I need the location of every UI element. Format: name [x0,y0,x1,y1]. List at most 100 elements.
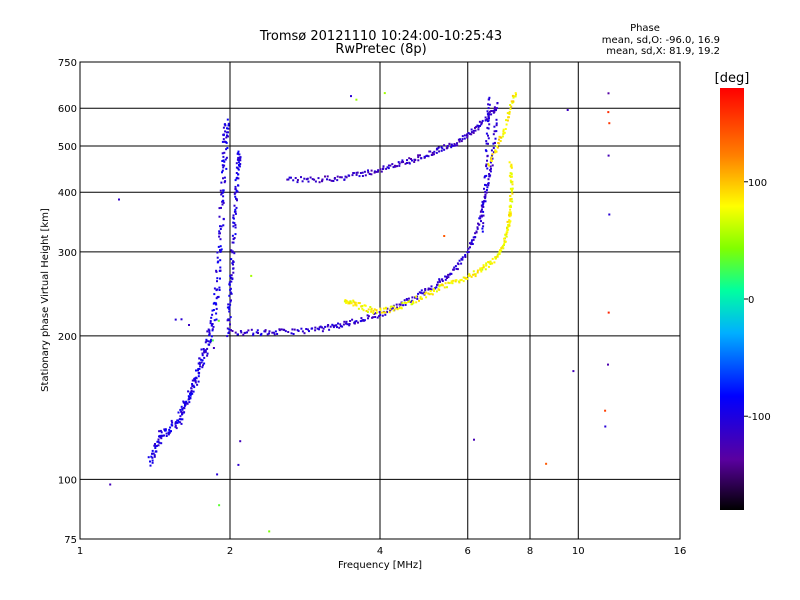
data-point-675 [492,147,495,149]
data-point-482 [331,323,334,326]
data-point-242 [220,225,223,228]
data-point-82 [179,415,182,418]
data-point-963 [351,174,354,177]
data-point-588 [444,275,447,278]
data-point-586 [441,280,444,282]
data-point-311 [228,328,231,331]
data-point-0 [149,464,152,467]
data-point-1100 [484,116,487,119]
data-point-726 [375,311,378,314]
data-point-186 [208,331,211,334]
data-point-815 [479,267,482,270]
x-tick-label-6: 16 [674,546,687,557]
data-point-166 [206,352,209,355]
data-point-192 [210,324,213,327]
data-point-1107 [489,110,491,113]
data-point-362 [234,224,237,226]
data-point-411 [237,158,240,161]
data-point-885 [508,214,510,217]
data-point-592 [447,273,450,276]
data-point-1113 [493,107,496,110]
y-tick-label-2: 200 [58,332,77,343]
data-point-667 [489,165,492,168]
data-point-932 [303,177,306,180]
data-point-861 [503,237,506,240]
data-point-1237 [604,425,607,428]
data-point-77 [181,413,183,416]
data-point-1091 [479,125,481,127]
data-point-432 [257,332,259,334]
data-point-290 [225,136,228,139]
data-point-1150 [506,119,509,122]
data-point-578 [435,286,438,289]
data-point-143 [198,367,201,370]
data-point-332 [228,281,231,284]
data-point-777 [438,284,441,287]
data-point-730 [382,307,385,310]
data-point-1122 [487,162,490,165]
data-point-58 [170,419,173,422]
data-point-483 [332,324,335,327]
data-point-899 [509,198,512,201]
data-point-305 [223,123,226,126]
data-point-54 [167,431,170,434]
data-point-1099 [486,118,488,121]
data-point-236 [218,235,221,238]
data-point-1007 [404,162,407,165]
data-point-1217 [488,96,491,99]
data-point-1077 [467,132,470,134]
data-point-624 [472,238,475,241]
data-point-785 [448,282,451,285]
data-point-514 [367,317,369,320]
data-point-214 [218,289,221,291]
data-point-739 [392,309,395,312]
data-point-426 [246,331,248,334]
data-point-455 [291,328,294,331]
data-point-1015 [413,161,416,163]
y-axis-label: Stationary phase Virtual Height [km] [40,208,51,392]
data-point-710 [361,305,364,307]
data-point-766 [427,292,430,295]
data-point-90 [184,401,186,404]
data-point-978 [370,173,373,176]
data-point-392 [235,172,238,174]
data-point-1063 [456,142,458,145]
data-point-516 [367,315,370,318]
data-point-539 [396,306,398,309]
data-point-626 [473,236,476,239]
data-point-271 [223,164,226,167]
data-point-543 [399,303,402,306]
data-point-1154 [506,112,509,115]
data-point-880 [509,220,512,223]
data-point-810 [474,275,477,278]
data-point-768 [429,290,432,292]
data-point-89 [183,411,186,414]
data-point-1042 [437,146,440,149]
data-point-294 [225,131,228,134]
data-point-605 [460,262,463,265]
data-point-449 [280,328,283,331]
data-point-756 [415,301,418,304]
data-point-1086 [475,125,478,128]
data-point-1002 [398,162,401,165]
data-point-1071 [463,137,466,140]
data-point-415 [237,150,240,153]
data-point-715 [365,310,368,312]
data-point-789 [452,279,455,282]
data-point-623 [472,236,475,239]
data-point-48 [164,429,167,431]
data-point-194 [209,320,212,323]
data-point-568 [427,288,430,291]
data-point-440 [268,332,270,335]
data-point-679 [494,137,497,140]
data-point-321 [228,306,231,309]
data-point-609 [461,258,464,261]
data-point-595 [450,272,453,275]
x-tick-label-3: 6 [465,546,471,557]
data-point-454 [290,332,293,335]
data-point-1175 [482,214,485,217]
data-point-108 [191,392,194,395]
data-point-769 [430,292,433,295]
data-point-557 [416,297,419,300]
data-point-418 [234,331,237,334]
